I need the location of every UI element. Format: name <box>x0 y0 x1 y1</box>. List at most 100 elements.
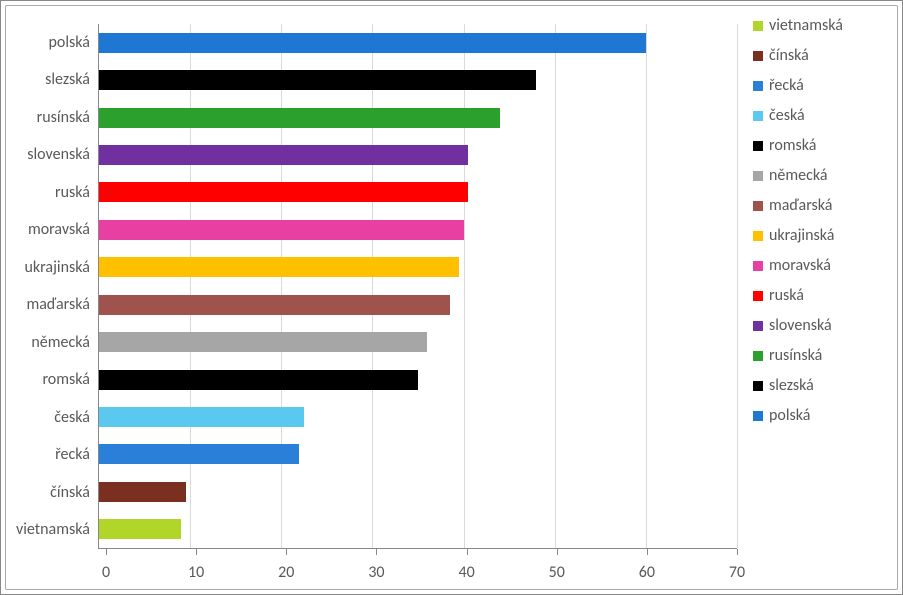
y-axis-label: moravská <box>16 222 90 238</box>
legend-swatch <box>753 321 763 331</box>
y-axis-label: řecká <box>16 447 90 463</box>
legend-item: německá <box>753 168 891 184</box>
legend-swatch <box>753 351 763 361</box>
bar-slot <box>99 482 737 502</box>
y-axis-label: rusínská <box>16 110 90 126</box>
bar <box>99 482 186 502</box>
y-axis-label: ukrajinská <box>16 260 90 276</box>
legend-label: německá <box>769 168 828 184</box>
legend-item: rusínská <box>753 348 891 364</box>
legend-label: čínská <box>769 48 809 64</box>
legend-swatch <box>753 111 763 121</box>
x-axis-label: 30 <box>368 563 384 582</box>
x-tick <box>196 549 197 555</box>
legend-swatch <box>753 261 763 271</box>
bars-stack <box>99 24 737 548</box>
legend-swatch <box>753 21 763 31</box>
legend-swatch <box>753 171 763 181</box>
plot-wrap: polskáslezskárusínskáslovenskáruskámorav… <box>6 6 747 589</box>
legend-item: vietnamská <box>753 18 891 34</box>
legend-swatch <box>753 51 763 61</box>
y-axis-labels: polskáslezskárusínskáslovenskáruskámorav… <box>16 24 98 549</box>
plot-area: polskáslezskárusínskáslovenskáruskámorav… <box>16 24 737 549</box>
bar <box>99 182 468 202</box>
legend-item: romská <box>753 138 891 154</box>
x-axis-label: 40 <box>458 563 474 582</box>
bar-slot <box>99 257 737 277</box>
x-axis-label: 50 <box>549 563 565 582</box>
legend-item: slovenská <box>753 318 891 334</box>
legend: vietnamská čínská řecká česká romská německá m… <box>747 6 897 589</box>
bar <box>99 70 537 90</box>
x-tick <box>557 549 558 555</box>
bar-slot <box>99 33 737 53</box>
y-axis-label: romská <box>16 372 90 388</box>
bar-slot <box>99 370 737 390</box>
y-axis-label: čínská <box>16 485 90 501</box>
bar-slot <box>99 182 737 202</box>
bar <box>99 519 181 539</box>
legend-item: ukrajinská <box>753 228 891 244</box>
legend-label: slovenská <box>769 318 832 334</box>
legend-label: polská <box>769 408 810 424</box>
legend-label: řecká <box>769 78 804 94</box>
bar-slot <box>99 220 737 240</box>
bar-slot <box>99 145 737 165</box>
x-tick <box>737 549 738 555</box>
legend-item: ruská <box>753 288 891 304</box>
y-axis-label: slovenská <box>16 147 90 163</box>
bar <box>99 370 418 390</box>
bar <box>99 444 300 464</box>
chart-container: polská slezská rusínská slovenská ruská morav… <box>0 0 903 595</box>
legend-item: slezská <box>753 378 891 394</box>
x-axis-label: 10 <box>188 563 204 582</box>
bar <box>99 108 500 128</box>
gridline <box>737 24 738 548</box>
x-axis-label: 20 <box>278 563 294 582</box>
legend-label: ruská <box>769 288 804 304</box>
legend-swatch <box>753 201 763 211</box>
bar <box>99 33 646 53</box>
bar-slot <box>99 70 737 90</box>
y-axis-label: vietnamská <box>16 522 90 538</box>
y-axis-label: polská <box>16 35 90 51</box>
bar-slot <box>99 295 737 315</box>
x-tick <box>106 549 107 555</box>
bar-slot <box>99 519 737 539</box>
legend-label: romská <box>769 138 816 154</box>
legend-label: slezská <box>769 378 814 394</box>
x-axis-labels: 010203040506070 <box>106 561 737 583</box>
bar <box>99 332 427 352</box>
legend-swatch <box>753 411 763 421</box>
legend-swatch <box>753 381 763 391</box>
bar-slot <box>99 407 737 427</box>
x-spacer <box>16 549 106 561</box>
x-axis-label: 70 <box>729 563 745 582</box>
bars-region <box>98 24 737 549</box>
bar-slot <box>99 444 737 464</box>
bar-slot <box>99 332 737 352</box>
legend-label: moravská <box>769 258 831 274</box>
y-axis-label: ruská <box>16 185 90 201</box>
x-tick <box>467 549 468 555</box>
x-axis-label: 60 <box>639 563 655 582</box>
chart-inner: polská slezská rusínská slovenská ruská morav… <box>5 5 898 590</box>
bar <box>99 407 304 427</box>
legend-swatch <box>753 81 763 91</box>
legend-label: maďarská <box>769 198 832 214</box>
bar-slot <box>99 108 737 128</box>
x-spacer <box>16 561 106 583</box>
legend-item: moravská <box>753 258 891 274</box>
x-axis-label: 0 <box>102 563 110 582</box>
legend-item: maďarská <box>753 198 891 214</box>
legend-item: polská <box>753 408 891 424</box>
legend-swatch <box>753 141 763 151</box>
legend-label: rusínská <box>769 348 822 364</box>
bar <box>99 257 459 277</box>
legend-item: česká <box>753 108 891 124</box>
legend-item: řecká <box>753 78 891 94</box>
legend-label: ukrajinská <box>769 228 834 244</box>
legend-item: čínská <box>753 48 891 64</box>
x-tick <box>647 549 648 555</box>
y-axis-label: německá <box>16 335 90 351</box>
